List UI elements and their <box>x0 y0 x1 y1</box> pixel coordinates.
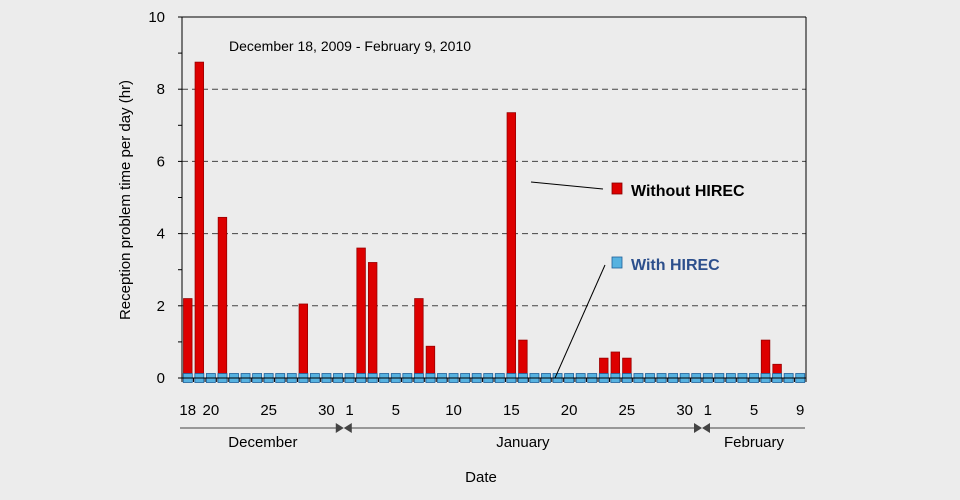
month-range-arrow-right <box>694 423 702 433</box>
bar-without-hirec <box>194 61 205 379</box>
bar-without-hirec <box>183 298 193 379</box>
bar-without-hirec <box>518 339 528 379</box>
axes <box>178 16 807 382</box>
x-tick-label: 30 <box>318 402 335 419</box>
x-tick-label: 25 <box>619 402 636 419</box>
x-tick-label: 20 <box>561 402 578 419</box>
y-axis-title: Reception problem time per day (hr) <box>117 80 134 320</box>
x-tick-label: 5 <box>750 402 758 419</box>
x-tick-label: 30 <box>676 402 693 419</box>
x-axis-title: Date <box>465 469 497 486</box>
bar-without-hirec <box>414 298 424 379</box>
x-tick-label: 15 <box>503 402 520 419</box>
month-range-arrow-left <box>343 423 352 433</box>
legend-marker-with <box>611 256 623 269</box>
month-label: February <box>724 434 785 451</box>
y-tick-label: 6 <box>157 153 165 170</box>
gridlines <box>182 88 806 307</box>
y-tick-label: 10 <box>148 9 165 26</box>
y-tick-label: 4 <box>157 226 165 243</box>
legend-marker-without <box>611 182 623 195</box>
plot-area <box>182 17 806 378</box>
bar-without-hirec <box>506 112 517 379</box>
x-tick-labels: 18 20 25 30 1 5 10 15 20 25 30 1 5 9 <box>179 402 804 419</box>
legend-label-without: Without HIREC <box>631 183 745 200</box>
bar-without-hirec <box>760 339 771 379</box>
x-tick-label: 18 <box>179 402 196 419</box>
y-tick-labels: 0 2 4 6 8 10 <box>148 9 165 387</box>
month-label: December <box>228 434 297 451</box>
x-tick-label: 1 <box>704 402 712 419</box>
callout-line-without <box>530 181 604 190</box>
y-tick-label: 2 <box>157 298 165 315</box>
bar-without-hirec <box>217 216 228 379</box>
month-range-arrow-left <box>702 423 710 433</box>
y-tick-label: 8 <box>157 81 165 98</box>
bar-without-hirec <box>356 247 366 379</box>
month-range-arrow-right <box>335 423 344 433</box>
x-tick-label: 10 <box>445 402 462 419</box>
callout-line-with <box>554 264 606 379</box>
month-ranges: December January February <box>180 423 805 451</box>
month-label: January <box>496 434 550 451</box>
x-tick-label: 20 <box>203 402 220 419</box>
bar-without-hirec <box>298 303 309 379</box>
legend-label-with: With HIREC <box>631 257 720 274</box>
x-tick-label: 5 <box>392 402 400 419</box>
x-tick-label: 1 <box>345 402 353 419</box>
x-tick-label: 25 <box>260 402 277 419</box>
bar-without-hirec <box>367 262 378 379</box>
chart-title: December 18, 2009 - February 9, 2010 <box>229 38 471 54</box>
y-tick-label: 0 <box>157 370 165 387</box>
x-tick-label: 9 <box>796 402 804 419</box>
